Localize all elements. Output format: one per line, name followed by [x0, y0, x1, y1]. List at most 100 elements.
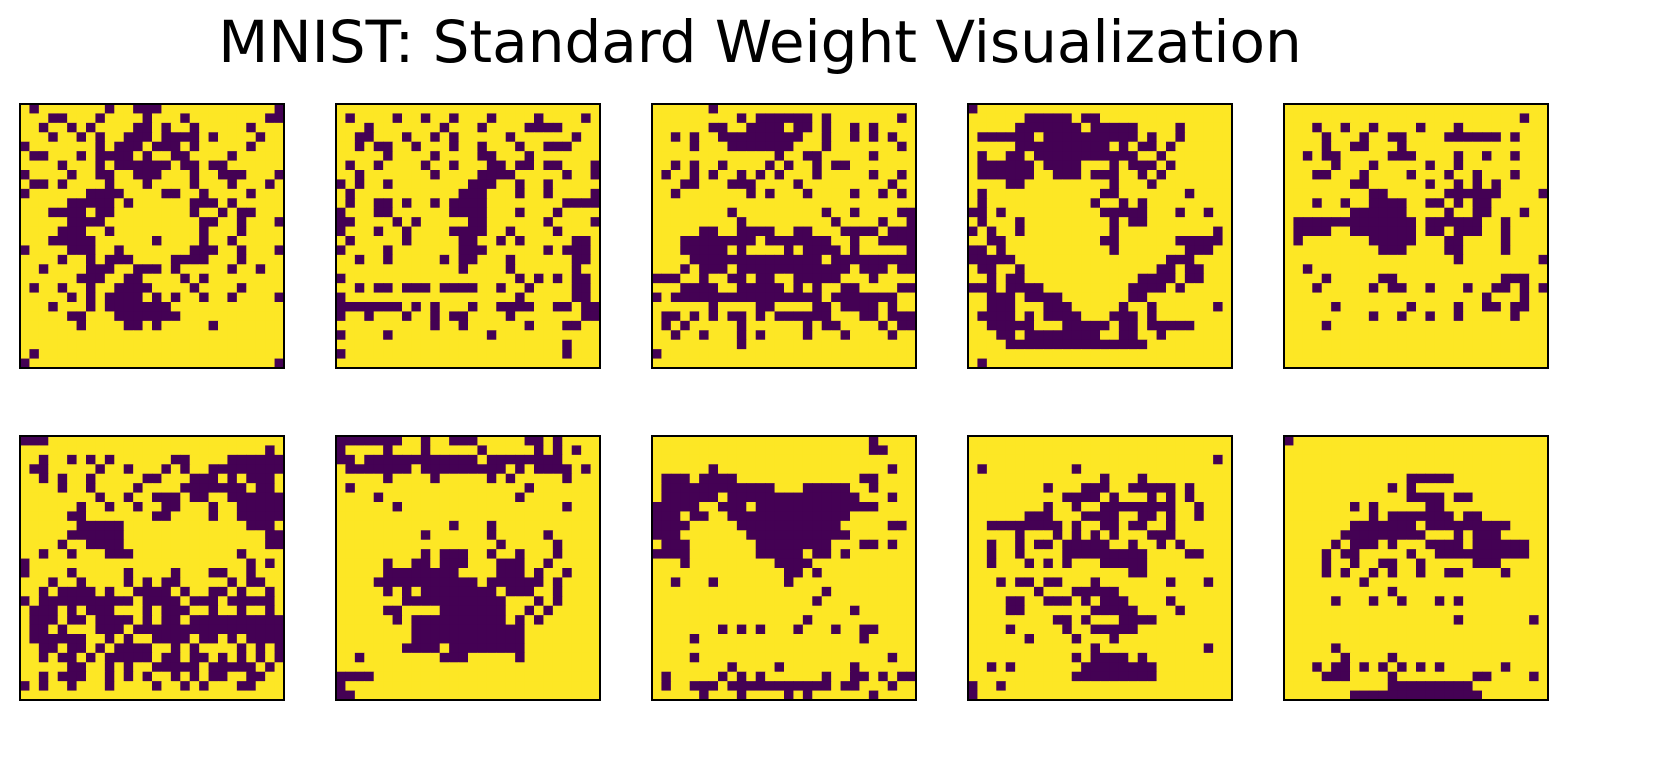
heatmap-cell	[76, 302, 87, 312]
heatmap-cell	[48, 652, 59, 663]
heatmap-cell	[236, 502, 247, 512]
heatmap-cell	[552, 283, 563, 294]
heatmap-cell	[1184, 141, 1195, 152]
heatmap-cell	[255, 339, 266, 350]
heatmap-cell	[1331, 122, 1342, 133]
heatmap-cell	[123, 207, 134, 218]
heatmap-cell	[218, 339, 228, 350]
heatmap-cell	[1434, 245, 1445, 256]
heatmap-cell	[524, 273, 535, 284]
heatmap-cell	[48, 311, 59, 322]
heatmap-cell	[1184, 264, 1195, 275]
heatmap-cell	[1109, 141, 1120, 152]
heatmap-cell	[661, 339, 672, 350]
heatmap-cell	[1538, 151, 1549, 162]
heatmap-cell	[364, 170, 375, 180]
heatmap-cell	[1128, 198, 1139, 209]
heatmap-cell	[1052, 254, 1063, 265]
heatmap-cell	[392, 188, 403, 199]
heatmap-cell	[1166, 104, 1176, 114]
heatmap-cell	[458, 302, 469, 312]
heatmap-cell	[793, 141, 804, 152]
heatmap-cell	[67, 217, 78, 228]
heatmap-cell	[104, 652, 115, 663]
heatmap-cell	[496, 226, 507, 237]
heatmap-cell	[67, 586, 78, 597]
heatmap-cell	[1359, 330, 1370, 341]
heatmap-cell	[38, 226, 49, 237]
heatmap-cell	[67, 671, 78, 682]
heatmap-cell	[152, 530, 162, 541]
heatmap-cell	[364, 483, 375, 494]
heatmap-cell	[831, 311, 842, 322]
heatmap-cell	[793, 179, 804, 190]
heatmap-cell	[793, 122, 804, 133]
heatmap-cell	[727, 339, 738, 350]
heatmap-cell	[236, 624, 247, 635]
heatmap-cell	[562, 188, 573, 199]
heatmap-cell	[590, 207, 601, 218]
heatmap-cell	[708, 198, 719, 209]
heatmap-cell	[746, 273, 757, 284]
heatmap-cell	[265, 596, 276, 607]
heatmap-cell	[48, 615, 59, 626]
heatmap-cell	[1194, 151, 1205, 162]
heatmap-cell	[1081, 122, 1092, 133]
heatmap-cell	[133, 502, 144, 512]
heatmap-cell	[1184, 292, 1195, 303]
heatmap-cell	[152, 151, 162, 162]
heatmap-cell	[1529, 254, 1540, 265]
heatmap-cell	[411, 245, 422, 256]
heatmap-cell	[1463, 349, 1474, 360]
heatmap-cell	[996, 151, 1007, 162]
heatmap-cell	[821, 217, 832, 228]
heatmap-cell	[1321, 358, 1332, 369]
heatmap-cell	[38, 586, 49, 597]
heatmap-cell	[392, 198, 403, 209]
heatmap-cell	[439, 179, 450, 190]
heatmap-cell	[57, 132, 68, 143]
heatmap-cell	[255, 577, 266, 588]
heatmap-cell	[534, 436, 544, 446]
heatmap-cell	[255, 254, 266, 265]
heatmap-cell	[86, 170, 96, 180]
heatmap-cell	[86, 141, 96, 152]
heatmap-cell	[840, 254, 851, 265]
heatmap-cell	[505, 188, 516, 199]
heatmap-cell	[133, 615, 144, 626]
heatmap-cell	[161, 445, 172, 456]
heatmap-cell	[255, 539, 266, 550]
heatmap-cell	[468, 502, 478, 512]
heatmap-cell	[142, 662, 153, 673]
heatmap-cell	[486, 445, 497, 456]
heatmap-cell	[383, 454, 394, 465]
heatmap-cell	[392, 217, 403, 228]
heatmap-cell	[265, 586, 276, 597]
heatmap-cell	[1331, 132, 1342, 143]
heatmap-cell	[152, 662, 162, 673]
heatmap-cell	[859, 188, 870, 199]
heatmap-cell	[189, 520, 200, 531]
heatmap-cell	[1147, 151, 1158, 162]
heatmap-cell	[1175, 151, 1186, 162]
heatmap-cell	[1416, 104, 1426, 114]
heatmap-cell	[590, 445, 601, 456]
heatmap-cell	[458, 226, 469, 237]
heatmap-cell	[1213, 302, 1224, 312]
heatmap-cell	[590, 330, 601, 341]
heatmap-cell	[208, 530, 219, 541]
heatmap-cell	[189, 198, 200, 209]
heatmap-cell	[383, 492, 394, 503]
heatmap-cell	[1510, 245, 1521, 256]
heatmap-cell	[1444, 311, 1455, 322]
heatmap-cell	[1222, 245, 1233, 256]
heatmap-cell	[708, 132, 719, 143]
heatmap-cell	[142, 179, 153, 190]
heatmap-cell	[887, 170, 898, 180]
heatmap-cell	[524, 104, 535, 114]
heatmap-cell	[1453, 339, 1464, 350]
heatmap-cell	[1453, 358, 1464, 369]
heatmap-cell	[76, 264, 87, 275]
heatmap-cell	[142, 634, 153, 644]
heatmap-cell	[571, 436, 582, 446]
